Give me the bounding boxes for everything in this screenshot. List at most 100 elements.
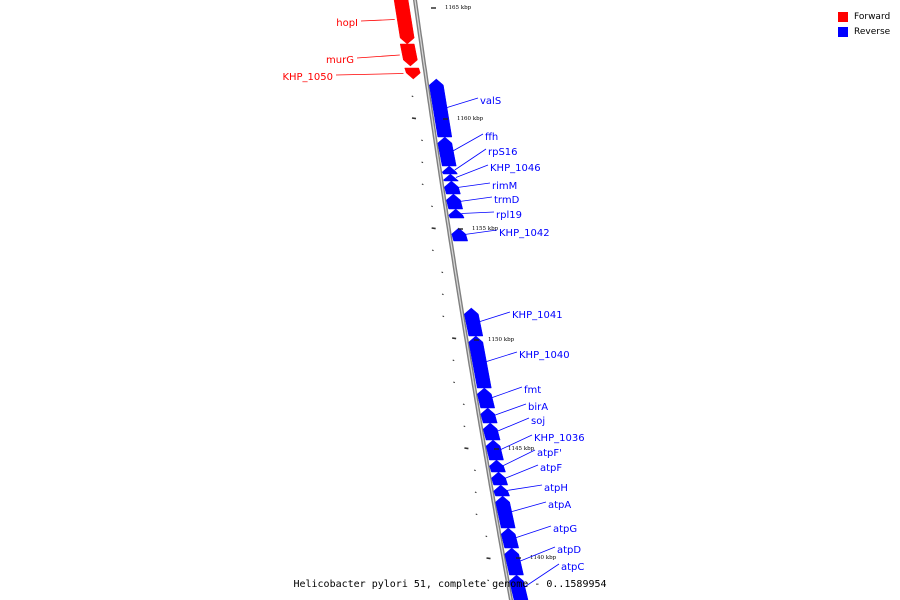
gene-labels: hopI murG KHP_1050 valS ffh rpS16 KHP_1046 rimM…: [282, 18, 585, 588]
tick-mark: [411, 95, 414, 98]
gene-atpa: [495, 495, 516, 529]
tick-mark: [473, 469, 476, 472]
leader-line-fmt: [490, 386, 523, 399]
tick-mark: [431, 249, 434, 252]
gene-label-khp-1036: KHP_1036: [534, 433, 585, 444]
leader-line-atpd: [518, 546, 556, 562]
gene-label-ffh: ffh: [485, 132, 498, 143]
gene-ffh: [437, 136, 457, 167]
legend-swatch-forward: [838, 11, 848, 22]
gene-murg: [399, 43, 418, 67]
genome-backbone: [412, 0, 514, 600]
kbp-label: 1165 kbp: [445, 5, 472, 11]
gene-label-atpa: atpA: [548, 500, 571, 511]
gene-label-atpf: atpF: [540, 463, 562, 474]
tick-mark: [474, 491, 477, 494]
gene-label-khp-1042: KHP_1042: [499, 228, 550, 239]
gene-label-soj: soj: [531, 416, 545, 427]
leader-line-soj: [496, 417, 530, 432]
leader-line-atpf: [502, 449, 536, 467]
gene-atph: [493, 484, 510, 497]
tick-mark: [441, 293, 444, 296]
gene-label-atpg: atpG: [553, 524, 577, 535]
gene-rimm: [444, 180, 461, 195]
leader-line-rps16: [454, 148, 487, 171]
map-caption: Helicobacter pylori 51, complete genome …: [293, 579, 607, 590]
gene-bira: [480, 407, 498, 424]
legend-swatch-reverse: [838, 26, 848, 37]
leader-line-hopi: [360, 19, 395, 22]
leader-line-atpc: [523, 563, 560, 588]
gene-rps16: [441, 165, 458, 175]
tick-mark: [464, 447, 469, 450]
tick-mark: [442, 315, 445, 318]
gene-label-khp-1041: KHP_1041: [512, 310, 563, 321]
leader-line-khp-1042: [464, 229, 498, 235]
gene-label-vals: valS: [480, 96, 501, 107]
gene-khp-1036: [485, 439, 504, 461]
leader-line-khp-1050: [335, 73, 404, 76]
gene-label-bira: birA: [528, 402, 548, 413]
gene-label-atpc: atpC: [561, 562, 584, 573]
leader-line-atpg: [514, 525, 552, 539]
gene-khp-1040: [468, 335, 492, 389]
leader-line-rimm: [457, 182, 491, 188]
gene-label-khp-1050: KHP_1050: [282, 72, 333, 83]
gene-soj: [482, 422, 501, 441]
gene-khp-1042: [451, 227, 469, 242]
tick-marks: [402, 7, 491, 582]
gene-label-atph: atpH: [544, 483, 568, 494]
leader-line-khp-1046: [455, 164, 489, 178]
gene-atpc: [509, 574, 529, 600]
gene-atpd: [504, 547, 524, 576]
gene-rpl19: [448, 208, 465, 219]
leader-line-khp-1040: [484, 351, 518, 363]
leader-line-murg: [356, 54, 400, 59]
gene-label-murg: murG: [326, 55, 354, 66]
gene-khp-1041: [464, 307, 484, 337]
gene-label-atpf: atpF': [537, 448, 562, 459]
leader-line-trmd: [459, 196, 493, 202]
gene-khp-1050: [404, 67, 421, 80]
leader-line-atph: [506, 484, 543, 491]
tick-mark: [486, 557, 491, 560]
tick-mark: [441, 271, 444, 274]
gene-label-khp-1040: KHP_1040: [519, 350, 570, 361]
gene-label-rimm: rimM: [492, 181, 517, 192]
tick-mark: [431, 205, 433, 208]
tick-mark: [452, 359, 455, 362]
tick-mark: [452, 337, 457, 340]
gene-atpg: [500, 527, 520, 549]
leader-line-bira: [493, 403, 527, 416]
gene-label-hopi: hopI: [336, 18, 358, 29]
legend: Forward Reverse: [838, 9, 890, 39]
legend-item-reverse: Reverse: [838, 24, 890, 39]
tick-mark: [475, 513, 478, 516]
kbp-label: 1155 kbp: [472, 226, 499, 232]
tick-mark: [431, 227, 436, 230]
leader-line-atpf: [504, 464, 539, 479]
leader-line-khp-1036: [499, 434, 533, 451]
tick-mark: [421, 161, 424, 164]
tick-mark: [421, 139, 423, 142]
tick-mark: [462, 403, 465, 406]
kbp-scale-labels: 1165 kbp 1160 kbp 1155 kbp 1150 kbp 1145 kbp…: [431, 5, 557, 561]
gene-label-rps16: rpS16: [488, 147, 518, 158]
gene-atpf: [491, 471, 509, 486]
legend-item-forward: Forward: [838, 9, 890, 24]
gene-atpf: [489, 459, 506, 473]
gene-label-trmd: trmD: [494, 195, 520, 206]
gene-label-atpd: atpD: [557, 545, 581, 556]
leader-line-atpa: [510, 501, 547, 513]
leader-line-rpl19: [461, 211, 495, 214]
gene-fmt: [477, 387, 496, 409]
tick-mark: [485, 535, 488, 538]
leader-line-khp-1041: [478, 311, 511, 323]
tick-mark: [453, 381, 456, 384]
tick-mark: [463, 425, 466, 428]
kbp-label: 1150 kbp: [488, 337, 515, 343]
gene-khp-1046: [443, 173, 460, 182]
kbp-label: 1145 kbp: [508, 446, 535, 452]
gene-hopi: [393, 0, 415, 45]
